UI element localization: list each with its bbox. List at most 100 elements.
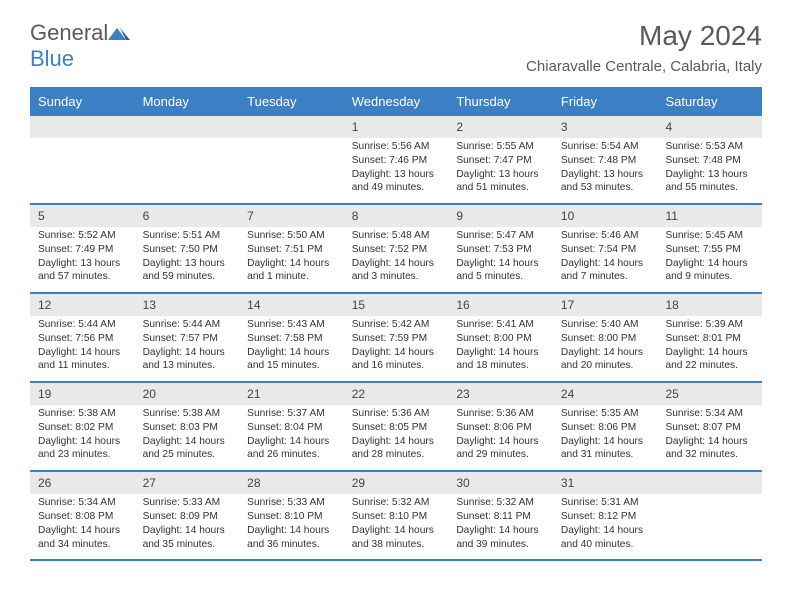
daylight-text: Daylight: 14 hours and 40 minutes.: [561, 524, 650, 552]
day-number: 11: [657, 205, 762, 227]
sunrise-text: Sunrise: 5:32 AM: [352, 496, 441, 510]
day-details: Sunrise: 5:56 AMSunset: 7:46 PMDaylight:…: [344, 138, 449, 195]
daylight-text: Daylight: 14 hours and 11 minutes.: [38, 346, 127, 374]
logo-text-part2: Blue: [30, 46, 74, 71]
day-number: 26: [30, 472, 135, 494]
day-cell: 31Sunrise: 5:31 AMSunset: 8:12 PMDayligh…: [553, 472, 658, 559]
sunset-text: Sunset: 7:53 PM: [456, 243, 545, 257]
sunrise-text: Sunrise: 5:46 AM: [561, 229, 650, 243]
daylight-text: Daylight: 13 hours and 53 minutes.: [561, 168, 650, 196]
sunset-text: Sunset: 8:10 PM: [247, 510, 336, 524]
day-cell: 24Sunrise: 5:35 AMSunset: 8:06 PMDayligh…: [553, 383, 658, 470]
sunrise-text: Sunrise: 5:50 AM: [247, 229, 336, 243]
weeks-container: 1Sunrise: 5:56 AMSunset: 7:46 PMDaylight…: [30, 116, 762, 561]
day-number: 17: [553, 294, 658, 316]
sunrise-text: Sunrise: 5:40 AM: [561, 318, 650, 332]
day-cell: 17 Sunrise: 5:40 AMSunset: 8:00 PMDayligh…: [553, 294, 658, 381]
sunrise-text: Sunrise: 5:51 AM: [143, 229, 232, 243]
daylight-text: Daylight: 14 hours and 15 minutes.: [247, 346, 336, 374]
sunset-text: Sunset: 7:50 PM: [143, 243, 232, 257]
day-cell: 29Sunrise: 5:32 AMSunset: 8:10 PMDayligh…: [344, 472, 449, 559]
sunrise-text: Sunrise: 5:32 AM: [456, 496, 545, 510]
daylight-text: Daylight: 14 hours and 20 minutes.: [561, 346, 650, 374]
header: GeneralBlue May 2024 Chiaravalle Central…: [0, 0, 792, 79]
daylight-text: Daylight: 14 hours and 35 minutes.: [143, 524, 232, 552]
day-number: 4: [657, 116, 762, 138]
day-cell: [657, 472, 762, 559]
day-cell: 5Sunrise: 5:52 AMSunset: 7:49 PMDaylight…: [30, 205, 135, 292]
sunrise-text: Sunrise: 5:33 AM: [143, 496, 232, 510]
day-number: 19: [30, 383, 135, 405]
day-details: Sunrise: 5:35 AMSunset: 8:06 PMDaylight:…: [553, 405, 658, 462]
day-cell: 27Sunrise: 5:33 AMSunset: 8:09 PMDayligh…: [135, 472, 240, 559]
day-cell: 4Sunrise: 5:53 AMSunset: 7:48 PMDaylight…: [657, 116, 762, 203]
day-number: 20: [135, 383, 240, 405]
day-details: Sunrise: 5:33 AMSunset: 8:09 PMDaylight:…: [135, 494, 240, 551]
day-number: 15: [344, 294, 449, 316]
sunset-text: Sunset: 7:48 PM: [561, 154, 650, 168]
day-details: Sunrise: 5:55 AMSunset: 7:47 PMDaylight:…: [448, 138, 553, 195]
day-cell: 9Sunrise: 5:47 AMSunset: 7:53 PMDaylight…: [448, 205, 553, 292]
day-cell: [135, 116, 240, 203]
day-number: 18: [657, 294, 762, 316]
day-cell: 12Sunrise: 5:44 AMSunset: 7:56 PMDayligh…: [30, 294, 135, 381]
sunrise-text: Sunrise: 5:35 AM: [561, 407, 650, 421]
sunrise-text: Sunrise: 5:52 AM: [38, 229, 127, 243]
day-cell: [30, 116, 135, 203]
day-number: 8: [344, 205, 449, 227]
day-details: Sunrise: 5:52 AMSunset: 7:49 PMDaylight:…: [30, 227, 135, 284]
day-details: Sunrise: 5:37 AMSunset: 8:04 PMDaylight:…: [239, 405, 344, 462]
day-details: Sunrise: 5:34 AMSunset: 8:08 PMDaylight:…: [30, 494, 135, 551]
sunset-text: Sunset: 8:02 PM: [38, 421, 127, 435]
day-details: Sunrise: 5:45 AMSunset: 7:55 PMDaylight:…: [657, 227, 762, 284]
day-details: Sunrise: 5:42 AMSunset: 7:59 PMDaylight:…: [344, 316, 449, 373]
sunrise-text: Sunrise: 5:36 AM: [352, 407, 441, 421]
day-number: 13: [135, 294, 240, 316]
sunset-text: Sunset: 8:06 PM: [561, 421, 650, 435]
logo-text-part1: General: [30, 20, 108, 45]
sunrise-text: Sunrise: 5:34 AM: [665, 407, 754, 421]
day-cell: 25Sunrise: 5:34 AMSunset: 8:07 PMDayligh…: [657, 383, 762, 470]
day-number: 30: [448, 472, 553, 494]
day-number: 9: [448, 205, 553, 227]
day-number: 31: [553, 472, 658, 494]
title-block: May 2024 Chiaravalle Centrale, Calabria,…: [526, 20, 762, 75]
day-details: Sunrise: 5:48 AMSunset: 7:52 PMDaylight:…: [344, 227, 449, 284]
day-details: Sunrise: 5:39 AMSunset: 8:01 PMDaylight:…: [657, 316, 762, 373]
day-header: Wednesday: [344, 87, 449, 116]
sunrise-text: Sunrise: 5:44 AM: [143, 318, 232, 332]
day-number: [135, 116, 240, 138]
daylight-text: Daylight: 13 hours and 55 minutes.: [665, 168, 754, 196]
day-number: 22: [344, 383, 449, 405]
day-header: Monday: [135, 87, 240, 116]
sunrise-text: Sunrise: 5:53 AM: [665, 140, 754, 154]
day-header: Sunday: [30, 87, 135, 116]
logo-triangle-icon: [108, 24, 130, 40]
sunset-text: Sunset: 8:12 PM: [561, 510, 650, 524]
week-row: 26Sunrise: 5:34 AMSunset: 8:08 PMDayligh…: [30, 472, 762, 561]
sunset-text: Sunset: 7:57 PM: [143, 332, 232, 346]
day-header: Saturday: [657, 87, 762, 116]
sunset-text: Sunset: 8:01 PM: [665, 332, 754, 346]
day-cell: 23Sunrise: 5:36 AMSunset: 8:06 PMDayligh…: [448, 383, 553, 470]
day-cell: 13Sunrise: 5:44 AMSunset: 7:57 PMDayligh…: [135, 294, 240, 381]
sunrise-text: Sunrise: 5:37 AM: [247, 407, 336, 421]
daylight-text: Daylight: 13 hours and 51 minutes.: [456, 168, 545, 196]
day-number: [657, 472, 762, 494]
sunset-text: Sunset: 7:54 PM: [561, 243, 650, 257]
day-number: 28: [239, 472, 344, 494]
daylight-text: Daylight: 14 hours and 39 minutes.: [456, 524, 545, 552]
day-headers-row: SundayMondayTuesdayWednesdayThursdayFrid…: [30, 87, 762, 116]
day-number: 14: [239, 294, 344, 316]
week-row: 5Sunrise: 5:52 AMSunset: 7:49 PMDaylight…: [30, 205, 762, 294]
day-number: 3: [553, 116, 658, 138]
sunset-text: Sunset: 8:10 PM: [352, 510, 441, 524]
day-cell: 20Sunrise: 5:38 AMSunset: 8:03 PMDayligh…: [135, 383, 240, 470]
day-cell: 22Sunrise: 5:36 AMSunset: 8:05 PMDayligh…: [344, 383, 449, 470]
daylight-text: Daylight: 14 hours and 18 minutes.: [456, 346, 545, 374]
day-number: 5: [30, 205, 135, 227]
daylight-text: Daylight: 14 hours and 7 minutes.: [561, 257, 650, 285]
daylight-text: Daylight: 14 hours and 25 minutes.: [143, 435, 232, 463]
day-cell: 16Sunrise: 5:41 AMSunset: 8:00 PMDayligh…: [448, 294, 553, 381]
sunset-text: Sunset: 8:00 PM: [561, 332, 650, 346]
